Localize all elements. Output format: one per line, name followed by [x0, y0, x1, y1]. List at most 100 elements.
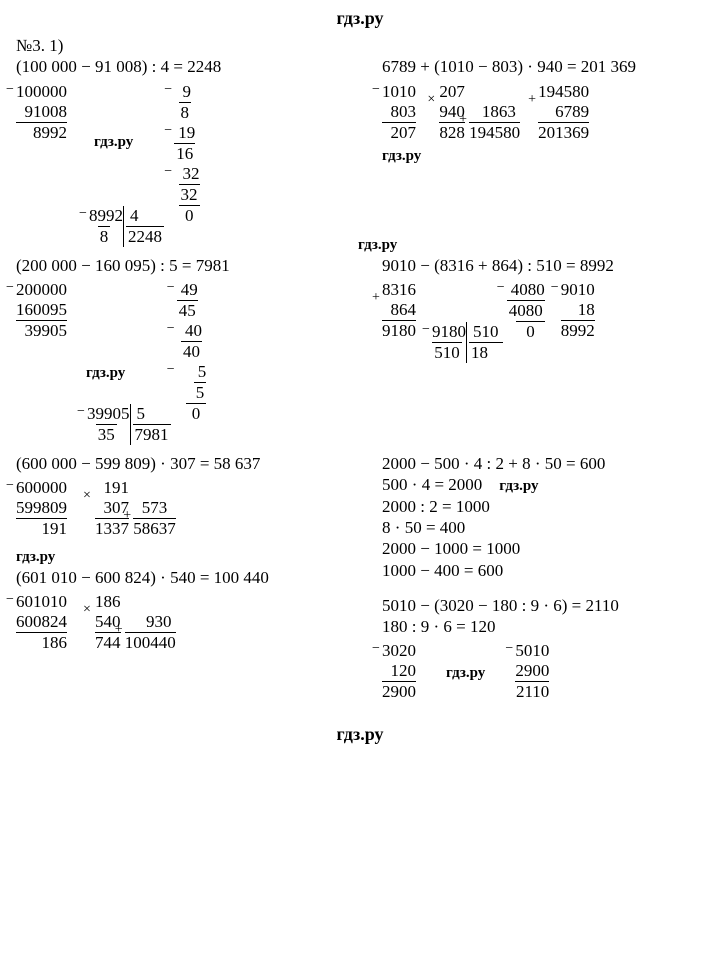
watermark: гдз.ру — [86, 365, 125, 382]
addition-calc: 194580 6789 201369 — [538, 82, 589, 143]
subtrahend: 599809 — [16, 498, 67, 517]
subtraction-calc: 601010 600824 186 — [16, 592, 67, 653]
quotient: 18 — [469, 342, 503, 363]
difference: 186 — [16, 632, 67, 653]
calc-line: 8 · 50 = 400 — [382, 517, 704, 538]
minuend: 1010 — [382, 82, 416, 101]
calc-line: 180 : 9 · 6 = 120 — [382, 616, 704, 637]
div-step: 19 — [178, 123, 195, 142]
div-step: 9 — [183, 82, 192, 101]
equation: (600 000 − 599 809) · 307 = 58 637 — [16, 453, 354, 474]
addend: 8316 — [382, 280, 416, 299]
subtrahend: 600824 — [16, 612, 67, 631]
subtraction-calc: 100000 91008 8992 — [16, 82, 67, 143]
equation: (100 000 − 91 008) : 4 = 2248 — [16, 56, 354, 77]
difference: 2900 — [382, 681, 416, 702]
product: 58637 — [133, 518, 176, 539]
long-division: гдз.ру 9180 510 510 18 4080 4080 — [432, 280, 545, 363]
page-header: гдз.ру — [0, 0, 720, 33]
difference: 8992 — [561, 320, 595, 341]
subtraction-calc: 600000 599809 191 — [16, 478, 67, 539]
subtrahend: 18 — [578, 300, 595, 319]
div-step: 16 — [174, 143, 195, 164]
problem-label: №3. 1) — [16, 33, 704, 56]
addend: 6789 — [555, 102, 589, 121]
div-step: 0 — [179, 205, 200, 226]
div-step: 49 — [181, 280, 198, 299]
div-step: 0 — [516, 321, 545, 342]
multiplication-calc: 191 307 1337 573 58637 — [95, 478, 176, 539]
dividend: 39905 — [87, 404, 130, 423]
equation: 6789 + (1010 − 803) · 940 = 201 369 — [382, 56, 704, 77]
div-step: 35 — [96, 424, 117, 445]
calc-line: 2000 : 2 = 1000 — [382, 496, 704, 517]
subtrahend: 803 — [391, 102, 417, 121]
multiplicand: 207 — [439, 82, 465, 101]
div-step: 5 — [194, 382, 207, 403]
watermark: гдз.ру — [16, 549, 55, 565]
sum: 9180 — [382, 320, 416, 341]
quotient: 7981 — [133, 424, 171, 445]
minuend: 9010 — [561, 280, 595, 299]
addition-calc: 8316 864 9180 — [382, 280, 416, 341]
long-division: 39905 35 5 7981 49 45 40 40 — [87, 280, 206, 445]
div-step: 45 — [177, 300, 198, 321]
multiplication-calc: 207 940 828 1863 194580 — [439, 82, 520, 143]
subtrahend: 160095 — [16, 300, 67, 319]
subtraction-calc: 1010 803 207 гдз.ру — [382, 82, 421, 165]
page-footer: гдз.ру — [0, 710, 720, 753]
sum: 201369 — [538, 122, 589, 143]
subtrahend: 91008 — [25, 102, 68, 121]
div-step: 32 — [179, 184, 200, 205]
div-step: 510 — [432, 342, 462, 363]
subtraction-calc: 200000 160095 39905 — [16, 280, 67, 341]
minuend: 100000 — [16, 82, 67, 101]
difference: 2110 — [515, 681, 549, 702]
minuend: 5010 — [515, 641, 549, 660]
div-step: 40 — [185, 321, 202, 340]
divisor: 5 — [133, 404, 171, 424]
partial: 1863 — [482, 102, 516, 121]
quotient: 2248 — [126, 226, 164, 247]
div-step: 8 — [98, 226, 111, 247]
div-step: 0 — [186, 403, 207, 424]
subtraction-calc: 3020 120 2900 — [382, 641, 416, 702]
equation: (200 000 − 160 095) : 5 = 7981 — [16, 255, 354, 276]
difference: 39905 — [16, 320, 67, 341]
subtrahend: 120 — [391, 661, 417, 680]
minuend: 200000 — [16, 280, 67, 299]
subtraction-calc: 5010 2900 2110 — [515, 641, 549, 702]
addend: 194580 — [538, 82, 589, 101]
dividend: 8992 — [89, 206, 123, 225]
multiplicand: 191 — [104, 478, 130, 497]
calc-line: 2000 − 1000 = 1000 — [382, 538, 704, 559]
watermark: гдз.ру — [382, 148, 421, 164]
div-step: 4080 — [507, 300, 545, 321]
calc-line: 1000 − 400 = 600 — [382, 560, 704, 581]
div-step: 8 — [179, 102, 192, 123]
difference: 8992 — [16, 122, 67, 143]
div-step: 4080 — [511, 280, 545, 299]
partial: 573 — [142, 498, 168, 517]
content-area: №3. 1) (100 000 − 91 008) : 4 = 2248 100… — [0, 33, 720, 702]
difference: 191 — [16, 518, 67, 539]
equation: (601 010 − 600 824) · 540 = 100 440 — [16, 567, 354, 588]
divisor: 510 — [469, 322, 503, 342]
watermark: гдз.ру — [358, 237, 397, 254]
addend: 864 — [391, 300, 417, 319]
product: 100440 — [125, 632, 176, 653]
minuend: 3020 — [382, 641, 416, 660]
div-step: 32 — [183, 164, 200, 183]
minuend: 600000 — [16, 478, 67, 497]
watermark: гдз.ру — [446, 665, 485, 681]
product: 194580 — [469, 122, 520, 143]
dividend: 9180 — [432, 322, 466, 341]
partial: 930 — [146, 612, 172, 631]
divisor: 4 — [126, 206, 164, 226]
difference: 207 — [382, 122, 416, 143]
calc-line: 500 · 4 = 2000 гдз.ру — [382, 474, 704, 496]
div-step: 5 — [198, 362, 207, 381]
multiplicand: 186 — [95, 592, 121, 611]
equation: 9010 − (8316 + 864) : 510 = 8992 — [382, 255, 704, 276]
minuend: 601010 — [16, 592, 67, 611]
